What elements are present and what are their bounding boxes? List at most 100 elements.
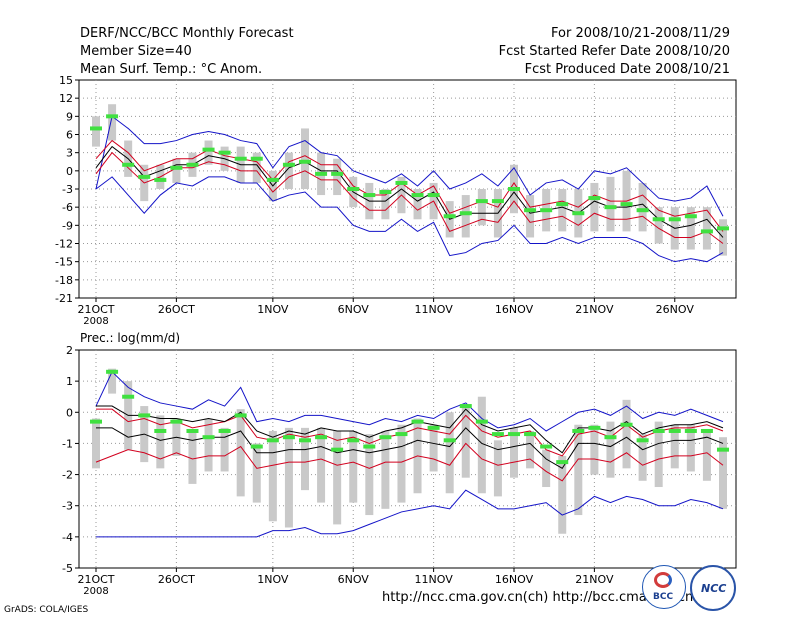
temp-ytick-label: 12 — [59, 92, 73, 105]
temp-spread-box — [461, 195, 470, 238]
prec-spread-box — [381, 430, 390, 509]
temp-median-marker — [154, 177, 167, 182]
valid-period: For 2008/10/21-2008/11/29 — [551, 26, 730, 41]
temp-median-marker — [122, 162, 135, 167]
temp-median-marker — [331, 171, 344, 176]
prec-xtick-label: 21NOV — [575, 573, 614, 586]
prec-median-marker — [540, 444, 553, 449]
prec-ytick-label: 2 — [66, 344, 73, 357]
prec-median-marker — [475, 419, 488, 424]
prec-xtick-label: 11NOV — [415, 573, 454, 586]
temp-xtick-label: 16NOV — [495, 303, 534, 316]
ncc-logo: NCC — [690, 565, 736, 611]
prec-spread-box — [686, 424, 695, 472]
temp-median-marker — [218, 150, 231, 155]
temp-line-lower — [95, 151, 724, 244]
prec-xtick-label: 6NOV — [338, 573, 370, 586]
prec-spread-box — [349, 430, 358, 503]
temp-spread-box — [606, 176, 615, 232]
prec-xtick-label: 16NOV — [495, 573, 534, 586]
temp-ytick-label: -21 — [55, 292, 73, 305]
temp-median-marker — [700, 229, 713, 234]
prec-median-marker — [106, 369, 119, 374]
prec-median-marker — [154, 428, 167, 433]
prec-median-marker — [234, 413, 247, 418]
footer-url[interactable]: http://ncc.cma.gov.cn(ch) http://bcc.cma… — [382, 590, 694, 605]
temp-spread-box — [413, 189, 422, 220]
temp-median-marker — [250, 156, 263, 161]
temp-ytick-label: -6 — [62, 201, 73, 214]
temp-ytick-label: 0 — [66, 165, 73, 178]
temp-spread-box — [702, 207, 711, 250]
prec-median-marker — [684, 428, 697, 433]
temp-median-marker — [363, 193, 376, 198]
temp-median-marker — [427, 193, 440, 198]
prec-median-marker — [347, 438, 360, 443]
variable-label: Mean Surf. Temp.: °C Anom. — [80, 62, 263, 77]
prec-spread-box — [654, 421, 663, 488]
prec-spread-box — [236, 409, 245, 497]
prec-spread-box — [204, 418, 213, 472]
prec-median-marker — [250, 444, 263, 449]
prec-median-marker — [427, 425, 440, 430]
prec-median-marker — [299, 438, 311, 443]
start-date: Fcst Started Refer Date 2008/10/20 — [498, 44, 730, 59]
prec-median-marker — [266, 438, 279, 443]
temp-median-marker — [411, 193, 424, 198]
prec-ytick-label: -1 — [62, 437, 73, 450]
temp-median-marker — [572, 211, 585, 216]
temp-median-marker — [668, 217, 681, 222]
temp-median-marker — [556, 202, 569, 207]
prec-median-marker — [331, 447, 344, 452]
prec-spread-box — [397, 424, 406, 503]
temp-median-marker — [604, 205, 617, 210]
prec-ytick-label: -3 — [62, 500, 73, 513]
prec-spread-box — [526, 430, 535, 469]
temp-xtick-label: 6NOV — [338, 303, 370, 316]
temp-ytick-label: 9 — [66, 110, 73, 123]
prec-spread-box — [606, 421, 615, 478]
temp-ytick-label: 15 — [59, 74, 73, 87]
temp-spread-box — [381, 189, 390, 220]
prec-median-marker — [604, 435, 617, 440]
prec-spread-box — [493, 440, 502, 497]
temp-xtick-label: 26NOV — [656, 303, 695, 316]
temp-xtick-year: 2008 — [83, 316, 108, 327]
temp-median-marker — [459, 211, 472, 216]
temp-spread-box — [301, 128, 309, 189]
temp-line-mean — [95, 145, 724, 238]
prec-median-marker — [90, 419, 102, 424]
produced-date: Fcst Produced Date 2008/10/21 — [524, 62, 730, 77]
prec-median-marker — [395, 432, 408, 437]
prec-spread-box — [445, 412, 454, 494]
temp-spread-box — [108, 104, 117, 141]
prec-line-max — [95, 370, 724, 432]
prec-median-marker — [363, 444, 376, 449]
prec-line-lower — [95, 442, 724, 482]
prec-median-marker — [636, 438, 649, 443]
temp-median-marker — [234, 156, 247, 161]
temp-spread-box — [526, 195, 535, 238]
temp-xtick-label: 26OCT — [158, 303, 195, 316]
prec-line-upper — [96, 408, 724, 457]
temp-median-marker — [620, 202, 633, 207]
prec-median-marker — [138, 413, 151, 418]
temp-ytick-label: 3 — [66, 147, 73, 160]
temp-median-marker — [266, 177, 279, 182]
prec-median-marker — [620, 422, 633, 427]
prec-median-marker — [202, 435, 215, 440]
prec-frame — [78, 349, 737, 569]
prec-spread-box — [590, 424, 599, 475]
prec-spread-box — [638, 434, 647, 481]
prec-median-marker — [411, 419, 424, 424]
temp-spread-box — [686, 207, 695, 250]
temp-median-marker — [90, 126, 102, 131]
temp-median-marker — [540, 208, 553, 213]
grads-credit: GrADS: COLA/IGES — [4, 605, 89, 615]
prec-xtick-year: 2008 — [83, 586, 108, 597]
temp-spread-box — [333, 158, 342, 196]
temp-ytick-label: -9 — [62, 219, 73, 232]
temp-ytick-label: 6 — [66, 129, 73, 142]
prec-line-mean — [96, 427, 724, 470]
